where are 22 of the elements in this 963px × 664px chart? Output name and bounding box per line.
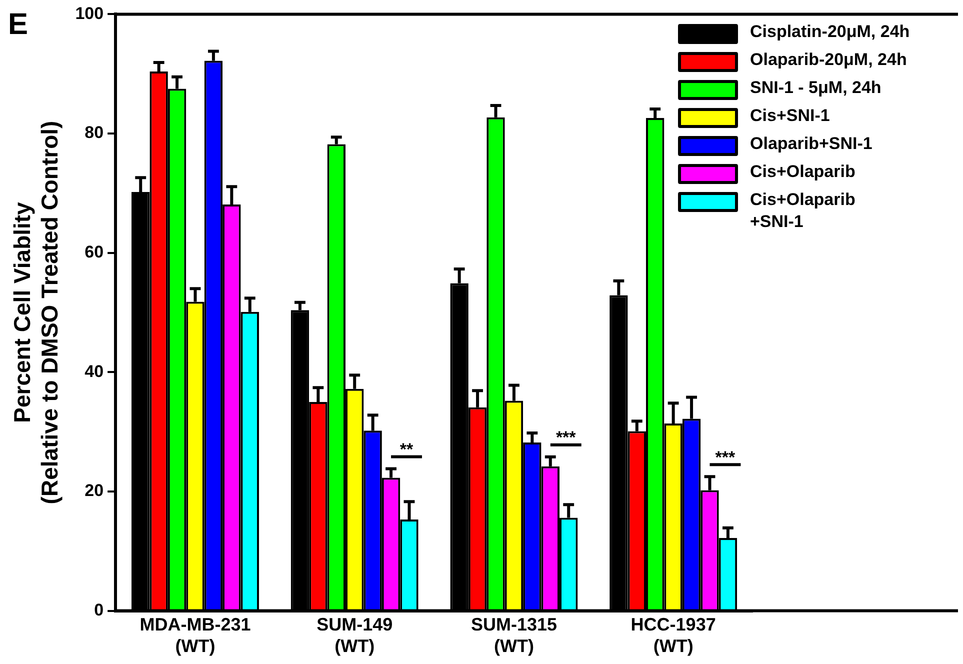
y-tick-label: 80 (84, 123, 104, 142)
annotation: *** (556, 428, 576, 448)
y-tick-label: 0 (94, 600, 104, 620)
legend-label: Olaparib-20μM, 24h (750, 49, 907, 71)
legend-label: SNI-1 - 5μM, 24h (750, 77, 882, 99)
legend-label: Olaparib+SNI-1 (750, 133, 872, 155)
legend-label: Cis+Olaparib (750, 161, 856, 183)
legend-label: Cis+Olaparib +SNI-1 (750, 189, 856, 233)
y-tick-label: 20 (84, 481, 104, 500)
legend-label: Cis+SNI-1 (750, 105, 830, 127)
text: E (8, 8, 28, 42)
x-tick-label: SUM-149 (WT) (316, 614, 393, 656)
y-tick-label: 40 (84, 362, 104, 381)
annotation: *** (715, 448, 736, 467)
x-tick-label: MDA-MB-231 (WT) (140, 614, 251, 656)
annotation: ** (400, 440, 414, 459)
y-axis-title: Percent Cell Viablity (Relative to DMSO Treated Control) (9, 120, 63, 504)
legend-label: Cisplatin-20μM, 24h (750, 21, 910, 43)
x-tick-label: SUM-1315 (WT) (470, 614, 557, 656)
x-tick-label: HCC-1937 (WT) (630, 614, 716, 656)
y-tick-label: 100 (75, 4, 104, 23)
y-tick-label: 60 (84, 242, 104, 262)
